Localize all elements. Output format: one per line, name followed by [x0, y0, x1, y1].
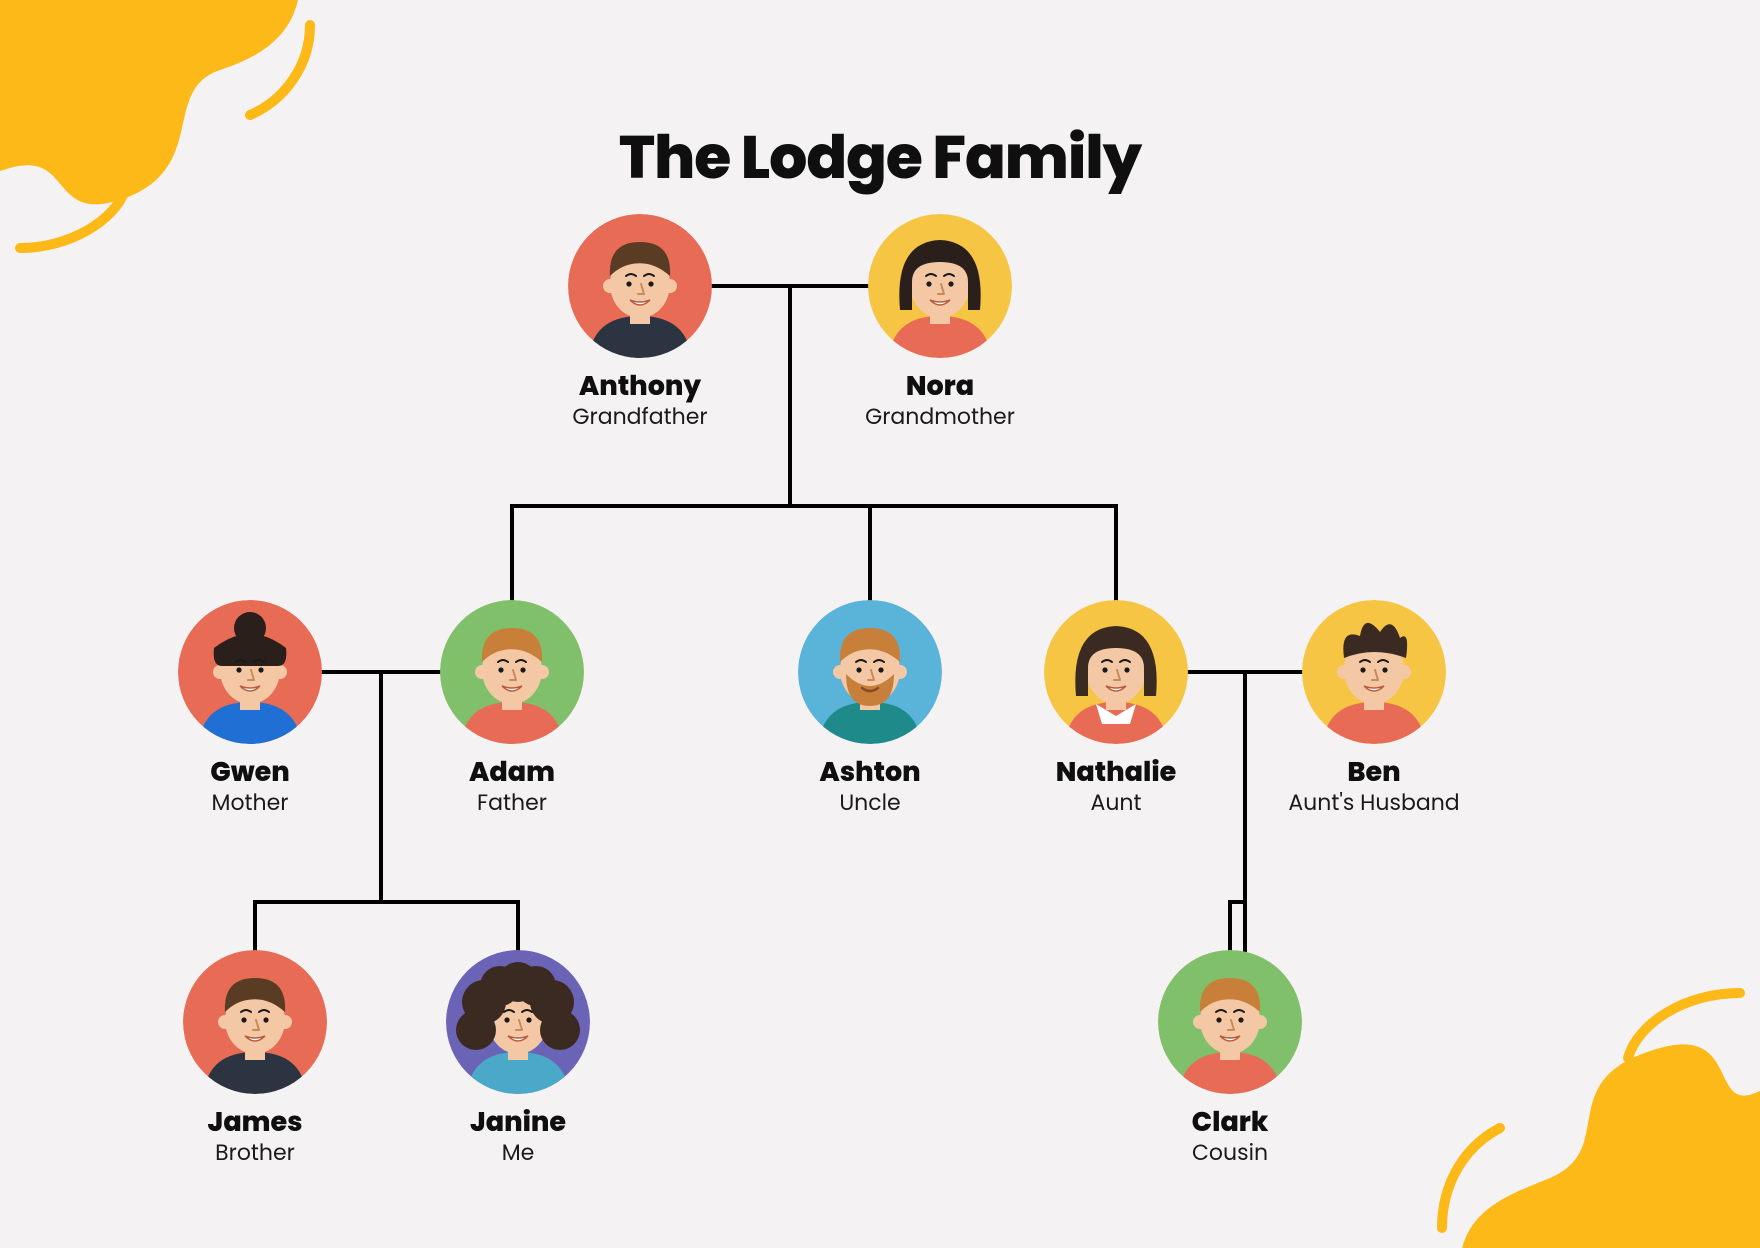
person-role: Grandmother: [830, 404, 1050, 430]
person-ben: BenAunt's Husband: [1264, 600, 1484, 816]
person-role: Grandfather: [530, 404, 750, 430]
person-role: Aunt: [1006, 790, 1226, 816]
person-role: Uncle: [760, 790, 980, 816]
person-name: James: [145, 1108, 365, 1138]
person-james: JamesBrother: [145, 950, 365, 1166]
person-name: Anthony: [530, 372, 750, 402]
person-role: Aunt's Husband: [1264, 790, 1484, 816]
person-anthony: AnthonyGrandfather: [530, 214, 750, 430]
person-role: Mother: [140, 790, 360, 816]
person-name: Gwen: [140, 758, 360, 788]
person-role: Me: [408, 1140, 628, 1166]
person-gwen: GwenMother: [140, 600, 360, 816]
person-name: Ashton: [760, 758, 980, 788]
person-role: Brother: [145, 1140, 365, 1166]
person-adam: AdamFather: [402, 600, 622, 816]
person-name: Adam: [402, 758, 622, 788]
page-title: The Lodge Family: [0, 112, 1760, 202]
person-name: Janine: [408, 1108, 628, 1138]
person-nora: NoraGrandmother: [830, 214, 1050, 430]
person-name: Nathalie: [1006, 758, 1226, 788]
person-ashton: AshtonUncle: [760, 600, 980, 816]
person-janine: JanineMe: [408, 950, 628, 1166]
corner-blob-bottom-right: [1380, 928, 1760, 1248]
person-role: Cousin: [1120, 1140, 1340, 1166]
person-clark: ClarkCousin: [1120, 950, 1340, 1166]
person-name: Clark: [1120, 1108, 1340, 1138]
family-tree-canvas: The Lodge Family AnthonyGrandfather: [0, 0, 1760, 1248]
person-name: Ben: [1264, 758, 1484, 788]
person-role: Father: [402, 790, 622, 816]
person-nathalie: NathalieAunt: [1006, 600, 1226, 816]
person-name: Nora: [830, 372, 1050, 402]
